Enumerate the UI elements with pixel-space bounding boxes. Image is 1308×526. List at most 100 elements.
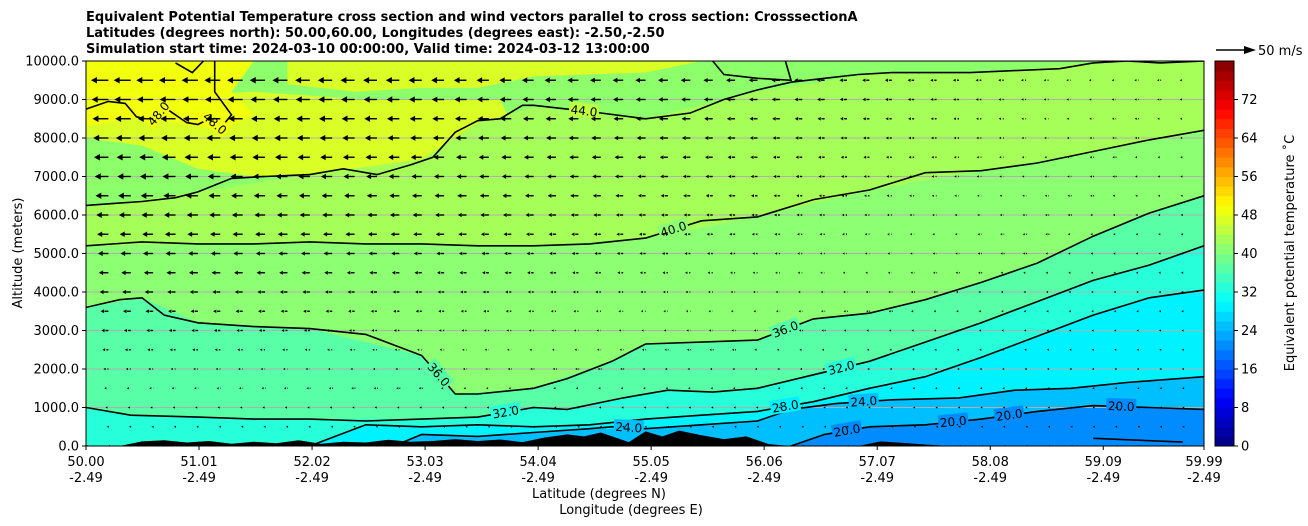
wind-vector — [255, 251, 266, 256]
wind-vector — [843, 310, 848, 313]
wind-vector — [1070, 425, 1073, 428]
wind-vector — [281, 329, 288, 332]
wind-vector — [183, 115, 198, 123]
wind-vector — [453, 77, 467, 84]
wind-vector — [594, 271, 601, 275]
wind-vector — [1091, 290, 1094, 294]
wind-vector — [275, 154, 288, 161]
wind-vector — [214, 348, 221, 352]
colorbar-segment — [1215, 301, 1234, 312]
x-axis: 50.00-2.4951.01-2.4952.02-2.4953.03-2.49… — [67, 446, 1223, 486]
wind-vector — [863, 175, 870, 178]
wind-vector — [931, 155, 937, 159]
wind-vector — [1067, 194, 1072, 197]
wind-vector — [344, 212, 355, 218]
colorbar-segment — [1215, 292, 1234, 303]
wind-vector — [169, 348, 176, 352]
wind-vector — [216, 387, 221, 390]
wind-vector — [122, 289, 131, 295]
wind-vector — [1066, 98, 1071, 101]
wind-vector — [1180, 156, 1183, 159]
colorbar-segment — [1215, 215, 1234, 226]
wind-vector — [707, 252, 713, 255]
wind-vector — [1180, 175, 1183, 178]
wind-vector — [1157, 79, 1162, 82]
wind-vector — [779, 425, 782, 428]
wind-vector — [1114, 348, 1117, 351]
wind-vector — [575, 387, 578, 390]
wind-vector — [1135, 175, 1138, 178]
wind-vector — [1045, 252, 1048, 255]
colorbar-segment — [1215, 369, 1234, 380]
wind-vector — [217, 406, 220, 409]
wind-vector — [547, 193, 557, 198]
wind-vector — [346, 251, 355, 256]
wind-vector — [908, 136, 915, 140]
wind-vector — [525, 193, 534, 198]
wind-vector — [460, 309, 467, 313]
wind-vector — [887, 233, 892, 236]
wind-vector — [751, 232, 758, 236]
wind-vector — [1136, 271, 1139, 274]
contour-48-0 — [86, 61, 233, 130]
wind-vector — [230, 173, 243, 180]
wind-vector — [976, 117, 982, 121]
wind-vector — [254, 212, 266, 218]
wind-vector — [373, 387, 378, 390]
wind-vector — [213, 328, 221, 333]
x-tick-label-lon: -2.49 — [973, 471, 1007, 486]
wind-vector — [618, 310, 624, 313]
wind-vector — [1137, 406, 1140, 409]
wind-vector — [1180, 213, 1183, 217]
colorbar-label: Equivalent potential temperature ˚C — [1282, 135, 1298, 371]
wind-vector — [389, 193, 400, 199]
wind-vector — [1001, 310, 1004, 313]
y-tick-label: 1000.0 — [34, 401, 80, 416]
wind-vector — [1159, 406, 1162, 409]
wind-vector — [572, 290, 579, 294]
wind-vector — [260, 367, 266, 371]
wind-vector — [749, 136, 758, 140]
wind-vector — [320, 173, 333, 180]
wind-vector — [297, 154, 310, 161]
wind-vector — [998, 78, 1004, 82]
wind-vector — [801, 425, 804, 428]
wind-vector — [211, 270, 221, 275]
wind-vector — [193, 367, 198, 371]
wind-vector — [798, 310, 803, 313]
wind-vector — [480, 232, 489, 237]
colorbar-segment — [1215, 397, 1234, 408]
wind-vector — [272, 76, 288, 84]
wind-vector — [750, 155, 758, 160]
wind-vector — [773, 194, 780, 198]
chart-title: Equivalent Potential Temperature cross s… — [86, 10, 858, 57]
wind-vector — [620, 367, 625, 371]
colorbar-segment — [1215, 195, 1234, 206]
wind-vector — [412, 212, 422, 218]
wind-vector — [192, 348, 198, 352]
wind-vector — [212, 290, 221, 294]
wind-vector — [1001, 348, 1004, 351]
x-tick-label-lat: 59.09 — [1085, 455, 1122, 470]
contour-label: 44.0 — [570, 103, 598, 120]
wind-vector — [999, 136, 1004, 140]
wind-vector — [185, 192, 198, 199]
wind-vector — [1047, 406, 1050, 409]
wind-vector — [296, 134, 310, 142]
wind-vector — [477, 115, 489, 122]
wind-vector — [143, 251, 154, 256]
wind-vector — [799, 367, 802, 371]
wind-vector — [182, 96, 198, 103]
wind-vector — [637, 174, 646, 179]
wind-vector — [754, 329, 759, 332]
wind-vector — [708, 290, 713, 294]
wind-vector — [754, 367, 757, 371]
wind-vector — [593, 232, 601, 236]
wind-vector — [976, 136, 982, 140]
wind-vector — [635, 77, 646, 83]
wind-vector — [374, 406, 377, 409]
wind-vector — [977, 194, 982, 197]
wind-vector — [420, 425, 423, 428]
wind-vector — [1024, 367, 1027, 371]
wind-vector — [978, 271, 983, 274]
